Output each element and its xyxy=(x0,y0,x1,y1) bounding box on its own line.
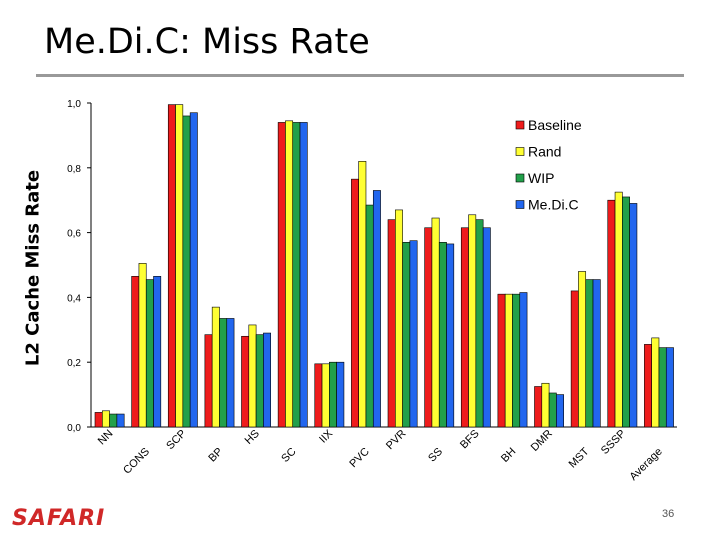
bar-medic-pvr xyxy=(409,240,418,428)
bar-rand-iix xyxy=(321,363,330,428)
bar-rand-bp xyxy=(211,306,220,428)
bar-medic-iix xyxy=(336,361,345,428)
bar-rand-hs xyxy=(248,324,257,428)
bar-baseline-iix xyxy=(314,363,323,428)
bar-medic-bh xyxy=(519,292,528,428)
y-tick-label: 0,2 xyxy=(67,358,81,369)
y-tick-label: 0,6 xyxy=(67,229,81,240)
bar-wip-scp xyxy=(182,115,191,428)
x-tick-label-bh: BH xyxy=(499,446,518,465)
bar-wip-pvc xyxy=(365,204,374,428)
bar-rand-nn xyxy=(102,410,110,428)
bar-rand-sssp xyxy=(614,191,623,428)
x-tick-label-mst: MST xyxy=(567,445,592,470)
bar-wip-bh xyxy=(512,293,521,428)
bar-baseline-sc xyxy=(277,122,286,428)
bar-rand-mst xyxy=(578,271,587,428)
bar-rand-bh xyxy=(504,293,513,428)
bar-medic-average xyxy=(665,347,674,428)
bar-wip-average xyxy=(658,347,667,428)
bar-rand-cons xyxy=(138,263,147,428)
bar-baseline-average xyxy=(644,344,652,428)
bar-medic-sssp xyxy=(629,203,638,428)
bar-medic-mst xyxy=(592,279,601,428)
bar-wip-sssp xyxy=(622,196,630,428)
bar-baseline-ss xyxy=(424,227,433,428)
legend-swatch-baseline xyxy=(515,120,525,130)
safari-logo: SAFARI xyxy=(12,506,106,531)
x-tick-label-cons: CONS xyxy=(121,446,152,477)
x-tick-label-bfs: BFS xyxy=(458,428,482,452)
bar-medic-bfs xyxy=(482,227,491,428)
legend-label-baseline: Baseline xyxy=(528,117,582,133)
bar-wip-dmr xyxy=(548,392,557,428)
bar-medic-hs xyxy=(263,332,271,428)
bar-medic-scp xyxy=(189,112,198,428)
legend-label-rand: Rand xyxy=(528,144,561,160)
bar-wip-cons xyxy=(145,279,154,428)
y-tick-label: 0,0 xyxy=(67,423,81,434)
bar-baseline-dmr xyxy=(534,386,543,428)
bar-medic-cons xyxy=(153,276,162,428)
bar-medic-pvc xyxy=(372,190,381,428)
bar-medic-nn xyxy=(116,413,125,428)
x-tick-label-ss: SS xyxy=(426,446,445,465)
bar-baseline-mst xyxy=(570,290,579,428)
x-tick-label-pvc: PVC xyxy=(347,446,372,471)
bar-wip-pvr xyxy=(402,242,411,428)
bar-wip-iix xyxy=(329,361,337,428)
y-tick-label: 0,4 xyxy=(67,293,81,304)
bar-baseline-bp xyxy=(204,334,213,428)
bar-wip-bfs xyxy=(475,219,484,428)
x-tick-label-nn: NN xyxy=(96,428,116,448)
page-number: 36 xyxy=(662,508,675,520)
x-tick-label-sssp: SSSP xyxy=(599,428,628,457)
bar-baseline-bh xyxy=(497,293,506,428)
legend-swatch-medic xyxy=(515,200,525,209)
bar-baseline-pvc xyxy=(351,178,359,428)
bar-wip-sc xyxy=(292,122,301,428)
bar-rand-dmr xyxy=(541,382,550,428)
bar-wip-hs xyxy=(255,334,264,428)
bar-rand-scp xyxy=(175,104,184,428)
bar-baseline-hs xyxy=(241,335,250,428)
x-tick-label-iix: IIX xyxy=(317,427,335,445)
x-tick-label-bp: BP xyxy=(206,446,225,465)
bar-medic-bp xyxy=(226,318,235,428)
legend-label-medic: Me.Di.C xyxy=(528,197,579,213)
x-tick-label-scp: SCP xyxy=(164,428,188,452)
x-tick-label-pvr: PVR xyxy=(384,428,409,453)
bar-baseline-sssp xyxy=(607,199,616,428)
bar-rand-pvc xyxy=(358,161,367,428)
bar-medic-sc xyxy=(299,122,308,428)
bar-baseline-cons xyxy=(131,276,140,428)
bar-rand-average xyxy=(651,337,660,428)
title-divider xyxy=(36,74,684,77)
x-tick-label-average: Average xyxy=(627,446,664,483)
bar-baseline-pvr xyxy=(387,219,396,428)
bar-wip-ss xyxy=(438,242,447,428)
x-tick-label-hs: HS xyxy=(243,428,262,447)
bar-medic-ss xyxy=(446,243,455,428)
legend-label-wip: WIP xyxy=(528,170,554,186)
bar-rand-bfs xyxy=(468,214,477,428)
slide-title: Me.Di.C: Miss Rate xyxy=(44,22,370,62)
x-tick-label-dmr: DMR xyxy=(529,428,555,454)
y-tick-label: 0,8 xyxy=(67,164,81,175)
bar-wip-nn xyxy=(109,413,118,428)
bar-wip-bp xyxy=(219,318,228,428)
legend-swatch-wip xyxy=(515,173,525,183)
bar-rand-sc xyxy=(285,120,294,428)
bar-baseline-scp xyxy=(167,104,176,428)
x-tick-label-sc: SC xyxy=(279,446,298,465)
bar-medic-dmr xyxy=(556,394,565,428)
bar-wip-mst xyxy=(585,279,594,428)
bar-baseline-bfs xyxy=(460,227,469,428)
legend-swatch-rand xyxy=(515,147,525,156)
bar-baseline-nn xyxy=(94,412,103,428)
bar-rand-pvr xyxy=(394,209,403,428)
bar-rand-ss xyxy=(431,217,440,428)
y-tick-label: 1,0 xyxy=(67,99,81,110)
